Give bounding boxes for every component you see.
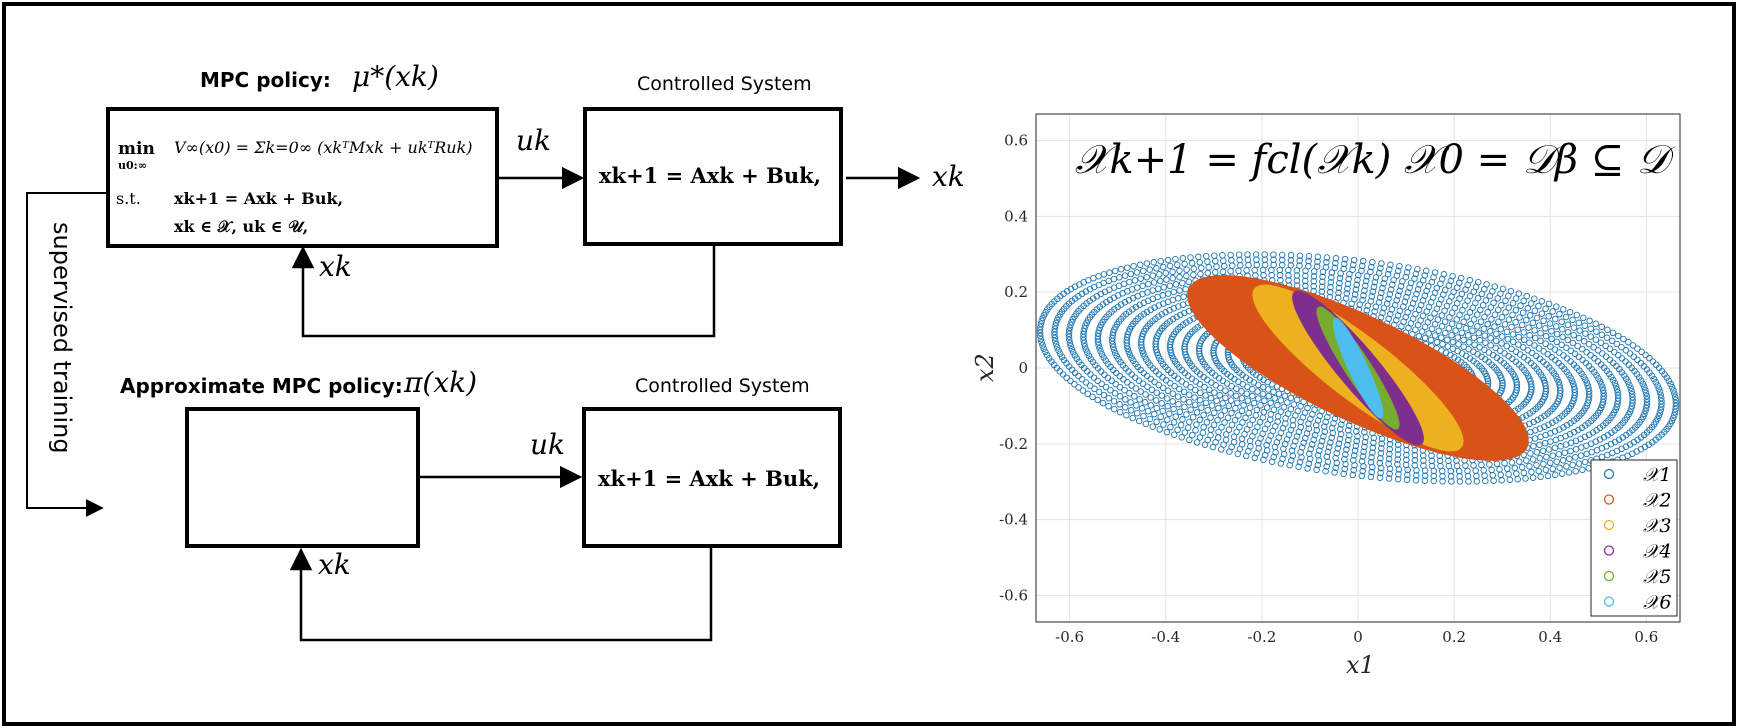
supervised-training-label: supervised training: [48, 222, 76, 454]
mpc-optimization-box: min u0:∞ V∞(x0) = Σk=0∞ (xkᵀMxk + ukᵀRuk…: [106, 107, 499, 248]
approx-policy-title: Approximate MPC policy:: [120, 374, 403, 398]
min-operator: min: [118, 139, 155, 159]
supervised-training-arrow: [26, 192, 106, 517]
controlled-system-box-bottom: xk+1 = Axk + Buk,: [582, 407, 842, 548]
controlled-system-title-top: Controlled System: [637, 73, 812, 95]
control-signal-bottom: uk: [530, 428, 565, 461]
control-signal-top: uk: [516, 124, 551, 157]
output-signal-top: xk: [932, 160, 965, 193]
min-subscript: u0:∞: [118, 159, 147, 172]
mpc-objective: V∞(x0) = Σk=0∞ (xkᵀMxk + ukᵀRuk): [174, 138, 473, 157]
controlled-system-title-bottom: Controlled System: [635, 375, 810, 397]
constraint-label: s.t.: [116, 189, 141, 208]
approx-policy-symbol: π(xk): [404, 366, 478, 399]
feedback-line-bottom: [289, 547, 713, 642]
constraint-sets: xk ∈ 𝒳, uk ∈ 𝒰,: [174, 217, 309, 236]
feedback-signal-top: xk: [319, 250, 352, 283]
feedback-signal-bottom: xk: [318, 548, 351, 581]
neural-network-box: [185, 407, 420, 548]
mpc-policy-title: MPC policy:: [200, 68, 331, 92]
constraint-dynamics: xk+1 = Axk + Buk,: [174, 189, 344, 208]
controlled-system-box-top: xk+1 = Axk + Buk,: [583, 107, 843, 246]
system-equation-bottom: xk+1 = Axk + Buk,: [598, 466, 820, 491]
feedback-line-top: [291, 245, 716, 338]
mpc-policy-symbol: μ*(xk): [352, 60, 439, 93]
system-equation-top: xk+1 = Axk + Buk,: [599, 163, 821, 188]
